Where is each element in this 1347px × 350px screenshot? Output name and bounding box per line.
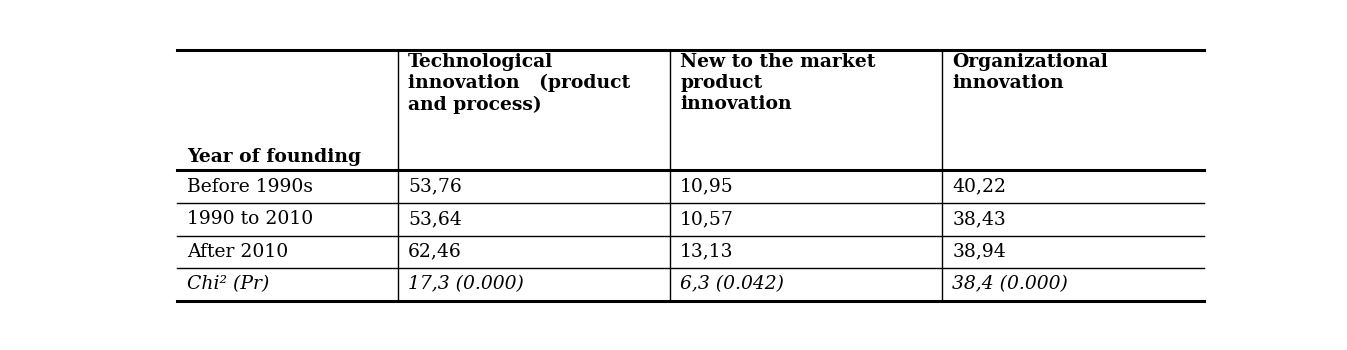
Text: 53,76: 53,76 [408,178,462,196]
Text: 17,3 (0.000): 17,3 (0.000) [408,275,524,293]
Text: 13,13: 13,13 [680,243,734,261]
Text: 1990 to 2010: 1990 to 2010 [187,210,314,228]
Text: 38,94: 38,94 [952,243,1006,261]
Text: 38,43: 38,43 [952,210,1006,228]
Text: 62,46: 62,46 [408,243,462,261]
Text: Before 1990s: Before 1990s [187,178,313,196]
Text: 10,57: 10,57 [680,210,734,228]
Text: 40,22: 40,22 [952,178,1006,196]
Text: After 2010: After 2010 [187,243,288,261]
Text: Technological
innovation   (product
and process): Technological innovation (product and pr… [408,53,630,113]
Text: 6,3 (0.042): 6,3 (0.042) [680,275,784,293]
Text: Year of founding: Year of founding [187,148,361,166]
Text: New to the market
product
innovation: New to the market product innovation [680,53,876,113]
Text: Organizational
innovation: Organizational innovation [952,53,1109,92]
Text: 10,95: 10,95 [680,178,734,196]
Text: Chi² (Pr): Chi² (Pr) [187,275,269,293]
Text: 53,64: 53,64 [408,210,462,228]
Text: 38,4 (0.000): 38,4 (0.000) [952,275,1068,293]
